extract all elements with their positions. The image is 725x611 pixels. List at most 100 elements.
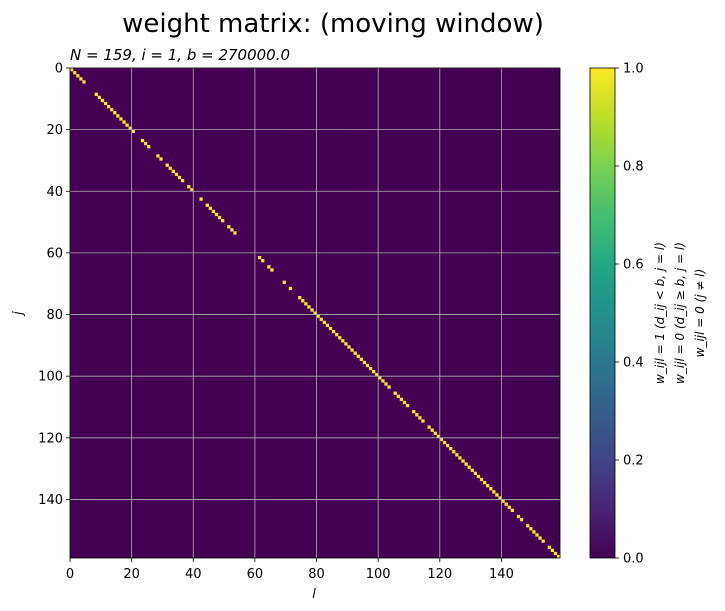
heatmap-cell [316, 314, 320, 318]
heatmap-cell [476, 474, 481, 479]
plot-frame [69, 67, 561, 559]
heatmap-cell [304, 302, 308, 306]
heatmap-cell [301, 299, 305, 303]
heatmap-cell [328, 326, 333, 331]
heatmap-cell [97, 95, 102, 100]
heatmap-cell [452, 450, 456, 454]
heatmap-cell [174, 172, 179, 177]
heatmap-cell [556, 554, 561, 559]
colorbar-ticks: 0.0 0.2 0.4 0.6 0.8 1.0 [615, 62, 644, 567]
heatmap-cell [495, 493, 499, 497]
heatmap-cell [307, 305, 311, 309]
colorbar-gradient [589, 67, 616, 559]
y-tick-label: 60 [46, 246, 63, 261]
heatmap-cell [550, 548, 555, 553]
heatmap-cell [526, 524, 530, 528]
heatmap-cell [106, 104, 111, 109]
y-tick-label: 0 [55, 62, 63, 77]
heatmap-cell [442, 440, 447, 445]
heatmap-cell [131, 129, 135, 133]
heatmap-cell [325, 323, 330, 328]
heatmap-cell [412, 410, 416, 414]
heatmap-cell [267, 265, 271, 269]
heatmap-cell [353, 351, 357, 355]
heatmap-cell [535, 533, 539, 537]
heatmap-cell [261, 259, 265, 263]
heatmap-cell [489, 487, 493, 491]
y-tick-label: 140 [38, 493, 63, 508]
heatmap-cell [368, 366, 373, 371]
heatmap-cell [359, 357, 363, 361]
heatmap-cell [230, 228, 234, 232]
x-tick-label: 60 [247, 567, 264, 582]
y-tick-label: 20 [46, 123, 63, 138]
colorbar-tick-label: 0.2 [623, 454, 644, 469]
colorbar-tick-label: 0.6 [623, 258, 644, 273]
heatmap-cell [341, 339, 345, 343]
heatmap-cell [378, 376, 382, 380]
colorbar-tick-label: 0.0 [623, 552, 644, 567]
heatmap-cell [270, 268, 274, 272]
x-axis-ticks: 0 20 40 60 80 100 120 140 [66, 558, 514, 582]
heatmap-cell [415, 413, 419, 417]
heatmap-cell [331, 329, 336, 334]
heatmap-cell [421, 419, 425, 423]
heatmap-cell [399, 397, 404, 402]
heatmap-cell [79, 77, 83, 81]
heatmap-cell [467, 465, 471, 469]
heatmap-cell [529, 527, 533, 531]
heatmap-plot [69, 67, 561, 559]
heatmap-cell [143, 141, 148, 146]
heatmap-cell [461, 459, 465, 463]
colorbar-label-2: w_ijl = 0 (d_ij ≥ b, j = l) [673, 242, 687, 384]
heatmap-cell [70, 68, 74, 72]
heatmap-cell [387, 385, 391, 389]
y-tick-label: 80 [46, 308, 63, 323]
heatmap-cell [402, 400, 407, 405]
heatmap-cell [538, 536, 542, 540]
x-tick-label: 20 [123, 567, 140, 582]
heatmap-cell [449, 447, 453, 451]
chart-subtitle: N = 159, i = 1, b = 270000.0 [70, 46, 290, 64]
x-tick-label: 80 [308, 567, 325, 582]
heatmap-cell [208, 206, 212, 210]
chart-title: weight matrix: (moving window) [122, 9, 544, 39]
colorbar-tick-label: 0.4 [623, 356, 644, 371]
heatmap-cell [445, 443, 450, 448]
heatmap-cell [113, 111, 117, 115]
y-axis-ticks: 0 20 40 60 80 100 120 140 [38, 62, 70, 508]
colorbar-tick-label: 0.8 [623, 160, 644, 175]
heatmap-cell [393, 391, 397, 395]
heatmap-cell [501, 499, 505, 503]
x-axis-label: l [312, 587, 316, 602]
heatmap-cell [365, 363, 370, 368]
heatmap-cell [298, 296, 302, 300]
heatmap-cell [507, 505, 511, 509]
heatmap-cell [227, 225, 231, 229]
heatmap-cell [205, 203, 209, 207]
heatmap-cell [322, 320, 326, 324]
heatmap-cell [94, 92, 98, 96]
heatmap-cell [519, 517, 524, 522]
heatmap-cell [350, 348, 354, 352]
heatmap-cell [458, 456, 462, 460]
heatmap-cell [116, 114, 120, 118]
heatmap-cell [510, 508, 514, 512]
heatmap-cell [168, 166, 172, 170]
heatmap-cell [338, 336, 342, 340]
heatmap-cell [110, 108, 114, 112]
heatmap-cell [541, 539, 545, 543]
y-tick-label: 120 [38, 431, 63, 446]
heatmap-cell [455, 453, 459, 457]
heatmap-cell [165, 163, 169, 167]
heatmap-cell [190, 188, 194, 192]
heatmap-cell [547, 545, 551, 549]
heatmap-cell [470, 468, 474, 472]
heatmap-cell [233, 231, 237, 235]
heatmap-cell [100, 98, 105, 103]
heatmap-cell [156, 154, 160, 158]
heatmap-cell [119, 117, 123, 121]
heatmap-cell [396, 394, 400, 398]
colorbar-label-1: w_ijl = 1 (d_ij < b, j = l) [653, 242, 667, 384]
